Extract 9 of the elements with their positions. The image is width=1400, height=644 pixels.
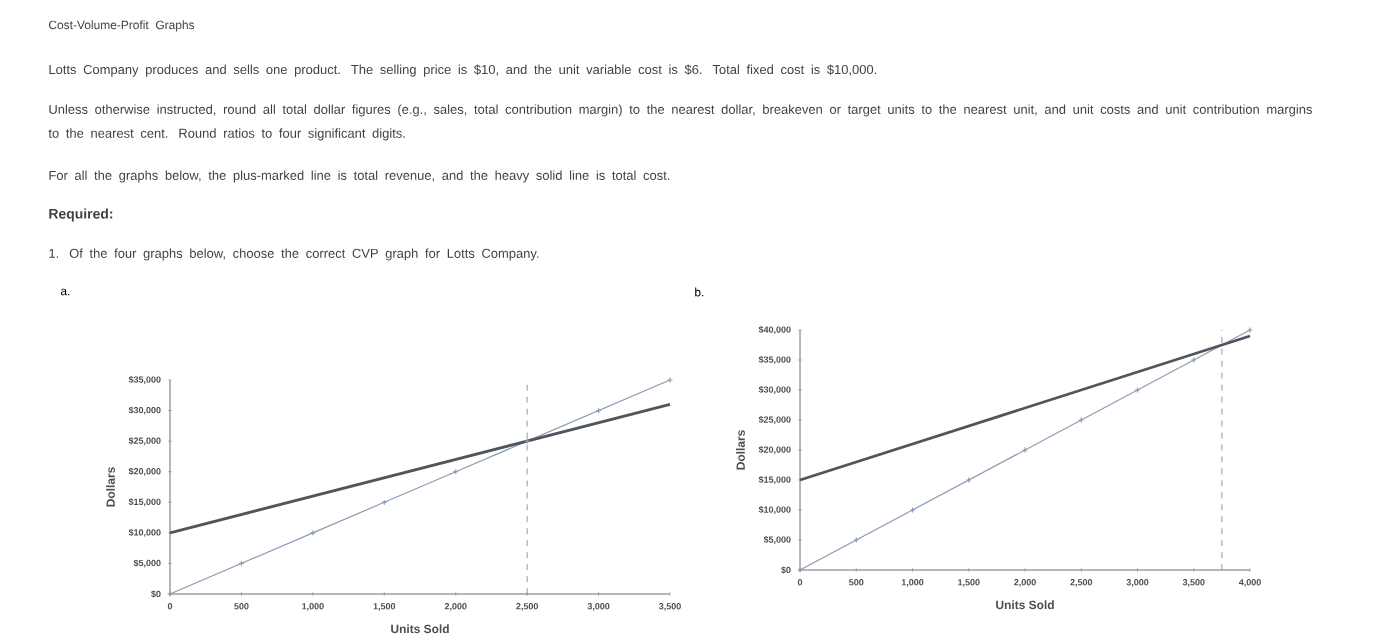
point <box>1022 447 1029 453</box>
point <box>965 477 972 483</box>
point <box>853 537 860 543</box>
point <box>1078 417 1085 423</box>
point <box>1190 357 1197 363</box>
point <box>309 529 316 536</box>
point <box>909 507 916 513</box>
point <box>524 438 531 445</box>
point <box>1134 387 1141 393</box>
